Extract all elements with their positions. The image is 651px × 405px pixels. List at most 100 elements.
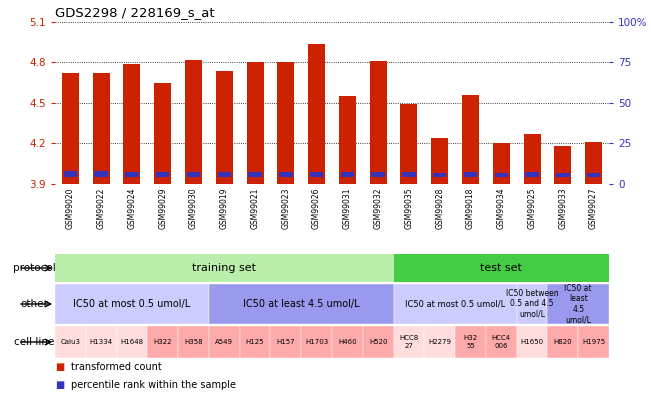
Bar xyxy=(587,173,600,177)
Bar xyxy=(156,172,169,177)
Bar xyxy=(178,326,209,358)
Text: Calu3: Calu3 xyxy=(61,339,80,345)
Text: H157: H157 xyxy=(277,339,295,345)
Bar xyxy=(187,172,201,177)
Bar xyxy=(277,62,294,184)
Text: H1648: H1648 xyxy=(120,339,143,345)
Bar xyxy=(455,326,486,358)
Text: H520: H520 xyxy=(369,339,387,345)
Bar xyxy=(363,326,394,358)
Text: H125: H125 xyxy=(246,339,264,345)
Text: GSM99029: GSM99029 xyxy=(158,188,167,229)
Text: GSM99018: GSM99018 xyxy=(466,188,475,229)
Text: protocol: protocol xyxy=(12,263,55,273)
Text: H1334: H1334 xyxy=(90,339,113,345)
Bar xyxy=(86,326,117,358)
Text: training set: training set xyxy=(192,263,256,273)
Bar xyxy=(117,326,147,358)
Bar xyxy=(217,172,231,177)
Text: GSM99023: GSM99023 xyxy=(281,188,290,229)
Text: HCC4
006: HCC4 006 xyxy=(492,335,511,348)
Text: GSM99028: GSM99028 xyxy=(436,188,444,229)
Text: GSM99020: GSM99020 xyxy=(66,188,75,229)
Bar xyxy=(394,254,609,282)
Text: cell line: cell line xyxy=(14,337,54,347)
Text: test set: test set xyxy=(480,263,522,273)
Bar xyxy=(154,83,171,184)
Bar xyxy=(340,172,354,177)
Bar xyxy=(308,44,325,184)
Bar xyxy=(517,326,547,358)
Bar xyxy=(556,173,570,177)
Text: H460: H460 xyxy=(338,339,357,345)
Bar xyxy=(523,134,540,184)
Bar xyxy=(94,171,108,177)
Bar xyxy=(279,172,292,177)
Bar xyxy=(124,64,141,184)
Bar xyxy=(248,172,262,177)
Text: GSM99031: GSM99031 xyxy=(343,188,352,229)
Text: GSM99019: GSM99019 xyxy=(220,188,229,229)
Bar xyxy=(424,326,455,358)
Text: ■: ■ xyxy=(55,362,64,372)
Bar xyxy=(372,172,385,177)
Bar xyxy=(55,284,209,324)
Bar xyxy=(125,172,139,177)
Text: GDS2298 / 228169_s_at: GDS2298 / 228169_s_at xyxy=(55,6,215,19)
Bar xyxy=(394,326,424,358)
Text: IC50 at least 4.5 umol/L: IC50 at least 4.5 umol/L xyxy=(243,299,359,309)
Bar xyxy=(64,171,77,177)
Bar xyxy=(464,172,477,177)
Text: GSM99030: GSM99030 xyxy=(189,188,198,229)
Text: A549: A549 xyxy=(215,339,233,345)
Text: H1650: H1650 xyxy=(521,339,544,345)
Bar xyxy=(433,173,447,177)
Bar xyxy=(247,62,264,184)
Text: H322: H322 xyxy=(154,339,172,345)
Bar xyxy=(555,146,572,184)
Text: ■: ■ xyxy=(55,380,64,390)
Bar xyxy=(394,284,517,324)
Bar xyxy=(462,95,479,184)
Bar xyxy=(185,60,202,184)
Text: GSM99032: GSM99032 xyxy=(374,188,383,229)
Bar xyxy=(216,70,233,184)
Bar xyxy=(495,173,508,177)
Bar xyxy=(339,96,356,184)
Bar xyxy=(431,138,448,184)
Text: GSM99033: GSM99033 xyxy=(559,188,567,229)
Bar xyxy=(209,326,240,358)
Bar xyxy=(92,73,109,184)
Bar xyxy=(525,172,539,177)
Text: GSM99021: GSM99021 xyxy=(251,188,260,229)
Bar xyxy=(585,142,602,184)
Bar xyxy=(578,326,609,358)
Bar xyxy=(55,254,394,282)
Text: GSM99034: GSM99034 xyxy=(497,188,506,229)
Bar xyxy=(547,284,609,324)
Text: GSM99025: GSM99025 xyxy=(527,188,536,229)
Text: H1703: H1703 xyxy=(305,339,328,345)
Text: H1975: H1975 xyxy=(582,339,605,345)
Text: H358: H358 xyxy=(184,339,203,345)
Bar xyxy=(301,326,332,358)
Text: transformed count: transformed count xyxy=(71,362,162,372)
Text: percentile rank within the sample: percentile rank within the sample xyxy=(71,380,236,390)
Bar xyxy=(240,326,270,358)
Bar xyxy=(400,104,417,184)
Bar xyxy=(493,143,510,184)
Text: H820: H820 xyxy=(553,339,572,345)
Text: IC50 between
0.5 and 4.5
umol/L: IC50 between 0.5 and 4.5 umol/L xyxy=(506,289,559,319)
Text: IC50 at most 0.5 umol/L: IC50 at most 0.5 umol/L xyxy=(74,299,191,309)
Bar xyxy=(486,326,517,358)
Text: GSM99027: GSM99027 xyxy=(589,188,598,229)
Text: HCC8
27: HCC8 27 xyxy=(399,335,419,348)
Text: GSM99035: GSM99035 xyxy=(404,188,413,229)
Text: IC50 at most 0.5 umol/L: IC50 at most 0.5 umol/L xyxy=(405,300,505,309)
Bar xyxy=(62,73,79,184)
Bar xyxy=(547,326,578,358)
Bar xyxy=(147,326,178,358)
Bar xyxy=(332,326,363,358)
Bar xyxy=(310,172,324,177)
Text: GSM99022: GSM99022 xyxy=(96,188,105,229)
